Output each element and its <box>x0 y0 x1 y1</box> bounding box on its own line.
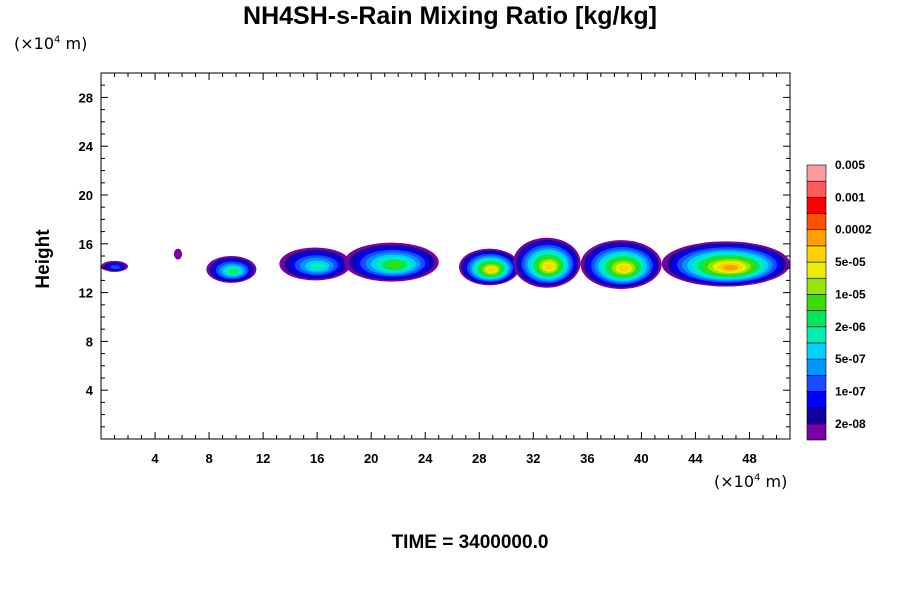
x-unit-suffix: m) <box>760 472 788 491</box>
x-tick-label: 4 <box>151 451 159 466</box>
heatmap-feature <box>580 240 662 289</box>
heatmap-feature <box>173 248 183 260</box>
x-unit-exponent: 4 <box>754 472 761 484</box>
colorbar-swatch <box>806 164 827 182</box>
heatmap-feature <box>459 248 520 286</box>
x-tick-label: 12 <box>256 451 270 466</box>
x-axis: 4 8 12 16 20 24 28 32 36 40 44 48 <box>114 73 777 466</box>
contour-level <box>173 248 183 260</box>
y-unit-suffix: m) <box>60 34 88 53</box>
x-tick-label: 20 <box>364 451 378 466</box>
y-unit-prefix: (×10 <box>14 34 55 53</box>
colorbar-label: 2e-06 <box>835 320 866 334</box>
y-tick-label: 4 <box>86 383 94 398</box>
y-tick-label: 12 <box>79 286 93 301</box>
colorbar-label: 1e-07 <box>835 384 866 398</box>
y-tick-label: 16 <box>79 237 93 252</box>
colorbar-swatch <box>806 229 827 247</box>
x-tick-label: 40 <box>634 451 648 466</box>
colorbar-swatch <box>806 245 827 263</box>
colorbar-swatch <box>806 310 827 328</box>
contour-level <box>110 265 121 270</box>
x-unit-prefix: (×10 <box>714 472 755 491</box>
y-axis: 4 8 12 16 20 24 28 <box>79 84 790 428</box>
contour-level <box>310 263 326 270</box>
colorbar-swatch <box>806 326 827 344</box>
colorbar-swatch <box>806 342 827 360</box>
x-tick-label: 16 <box>310 451 324 466</box>
heatmap-feature <box>344 242 439 282</box>
heatmap-feature <box>101 260 129 272</box>
colorbar-swatch <box>806 423 827 441</box>
colorbar-label: 2e-08 <box>835 417 866 431</box>
colorbar-swatch <box>806 407 827 425</box>
colorbar-label: 0.001 <box>835 190 865 204</box>
x-tick-label: 36 <box>580 451 594 466</box>
colorbar-swatch <box>806 261 827 279</box>
colorbar-label: 5e-05 <box>835 255 866 269</box>
colorbar-swatch <box>806 358 827 376</box>
time-label: TIME = 3400000.0 <box>391 532 549 553</box>
colorbar-swatch <box>806 277 827 295</box>
contour-level <box>487 267 496 273</box>
colorbar-swatch <box>806 197 827 214</box>
heatmap-feature <box>279 247 351 281</box>
heatmap-field <box>101 237 790 289</box>
colorbar-swatch <box>806 374 827 392</box>
x-tick-label: 32 <box>526 451 540 466</box>
heatmap-feature <box>513 237 581 288</box>
y-unit-exponent: 4 <box>54 34 61 46</box>
colorbar-swatch <box>806 180 827 198</box>
contour-level <box>228 269 238 275</box>
x-axis-unit: (×104 m) <box>714 472 787 491</box>
colorbar-label: 0.0002 <box>835 223 872 237</box>
colorbar-swatch <box>806 391 827 408</box>
heatmap-feature <box>661 241 790 287</box>
chart-title: NH4SH-s-Rain Mixing Ratio [kg/kg] <box>243 2 657 30</box>
y-tick-label: 8 <box>86 334 93 349</box>
contour-level <box>386 261 403 269</box>
colorbar-swatch <box>806 294 827 311</box>
y-axis-unit: (×104 m) <box>14 34 87 53</box>
x-tick-label: 8 <box>205 451 212 466</box>
heatmap-feature <box>206 256 257 283</box>
colorbar-label: 5e-07 <box>835 352 866 366</box>
x-tick-label: 48 <box>742 451 756 466</box>
y-tick-label: 24 <box>79 139 94 154</box>
x-tick-label: 28 <box>472 451 486 466</box>
colorbar-label: 1e-05 <box>835 287 866 301</box>
colorbar: 2e-08 1e-07 5e-07 2e-06 1e-05 5e-05 0.0002 0.00… <box>806 158 872 441</box>
x-tick-label: 24 <box>418 451 433 466</box>
contour-level <box>723 265 739 271</box>
y-tick-label: 20 <box>79 188 93 203</box>
contour-level <box>545 263 554 271</box>
colorbar-label: 0.005 <box>835 158 865 172</box>
x-tick-label: 44 <box>688 451 703 466</box>
colorbar-swatch <box>806 213 827 231</box>
y-tick-label: 28 <box>79 90 93 105</box>
contour-level <box>618 265 630 272</box>
